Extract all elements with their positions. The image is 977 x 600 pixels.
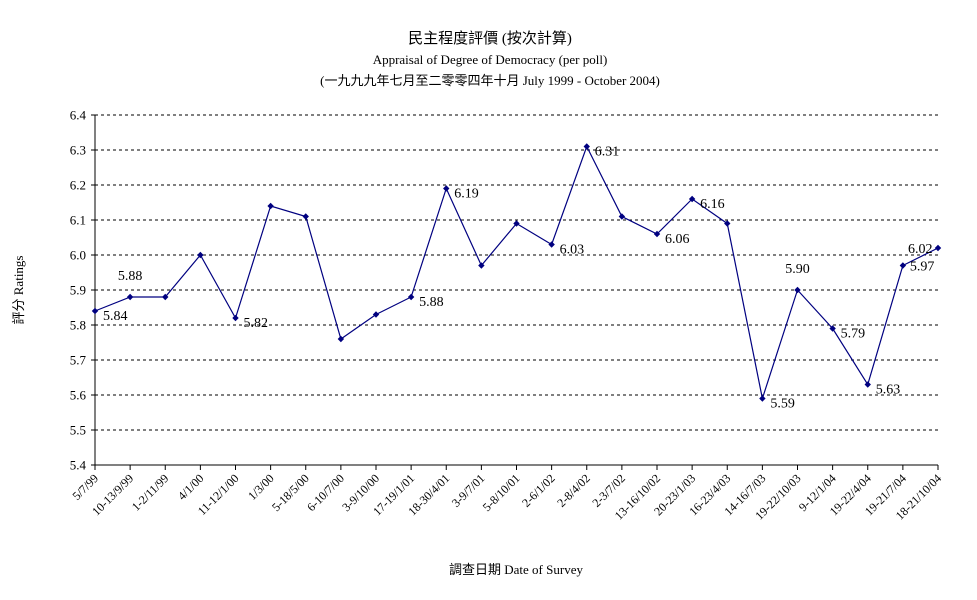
data-point: [197, 251, 204, 259]
x-tick-label: 1-2/11/99: [129, 471, 172, 514]
data-point: [653, 230, 661, 238]
data-point: [162, 293, 169, 301]
data-label: 5.90: [785, 262, 810, 277]
data-point: [759, 395, 766, 402]
x-tick-label: 4/1/00: [175, 471, 207, 503]
data-label: 5.82: [244, 316, 269, 331]
x-tick-label: 5-18/5/00: [269, 471, 312, 514]
data-label: 6.06: [665, 232, 690, 247]
data-label: 5.59: [770, 397, 795, 412]
data-point: [548, 241, 555, 248]
gridlines: [95, 114, 938, 431]
data-point: [618, 213, 626, 220]
data-point: [513, 220, 520, 227]
data-point: [267, 202, 274, 210]
data-point: [899, 262, 907, 269]
data-label: 5.84: [103, 309, 128, 324]
data-label: 6.02: [908, 242, 933, 257]
data-point: [443, 185, 450, 192]
data-label: 5.63: [876, 383, 901, 398]
y-axis-title: 評分 Ratings: [11, 256, 26, 325]
x-tick-label: 5/7/99: [70, 471, 102, 503]
data-point: [934, 244, 942, 252]
y-tick-label: 6.4: [70, 108, 87, 123]
data-point: [794, 286, 801, 294]
data-point: [688, 195, 696, 203]
data-point: [372, 311, 380, 318]
y-tick-label: 6.0: [70, 248, 86, 263]
x-tick-label: 2-6/1/02: [519, 471, 558, 510]
y-tick-label: 6.2: [70, 178, 86, 193]
data-point: [337, 335, 345, 343]
x-tick-label: 6-10/7/00: [304, 471, 347, 514]
x-tick-label: 1/3/00: [245, 471, 277, 503]
x-tick-label: 2-8/4/02: [554, 471, 593, 510]
data-point: [583, 143, 590, 150]
y-tick-label: 6.3: [70, 143, 86, 158]
data-point: [864, 381, 871, 388]
data-label: 5.88: [118, 269, 143, 284]
y-tick-label: 5.4: [70, 458, 87, 473]
chart-title: 民主程度評價 (按次計算): [408, 29, 572, 47]
data-point: [407, 293, 415, 301]
data-label: 6.19: [454, 187, 479, 202]
y-tick-label: 5.5: [70, 423, 86, 438]
y-tick-label: 5.8: [70, 318, 86, 333]
data-point: [724, 220, 731, 227]
data-label: 6.31: [595, 145, 620, 160]
data-label: 6.16: [700, 197, 725, 212]
y-axis-ticks: 5.4 5.5 5.6 5.7 5.8 5.9 6.0 6.1 6.2 6.3 6.4: [70, 108, 95, 473]
data-label: 5.79: [841, 327, 866, 342]
data-labels: 5.84 5.88 5.82 5.88 6.19 6.03 6.31 6.06 6.16 5.59…: [103, 145, 934, 412]
data-point: [829, 325, 836, 332]
y-tick-label: 5.7: [70, 353, 87, 368]
data-point: [91, 307, 99, 315]
data-label: 5.97: [910, 260, 935, 275]
data-point: [126, 293, 134, 301]
data-label: 6.03: [560, 243, 585, 258]
series-ratings: [91, 143, 942, 402]
x-tick-label: 5-8/10/01: [480, 471, 523, 514]
y-tick-label: 5.6: [70, 388, 87, 403]
data-label: 5.88: [419, 295, 444, 310]
y-tick-label: 6.1: [70, 213, 86, 228]
data-point: [302, 213, 309, 220]
series-line: [94, 144, 939, 401]
chart-subtitle-1: Appraisal of Degree of Democracy (per po…: [373, 52, 608, 67]
x-axis-title: 調查日期 Date of Survey: [449, 562, 583, 577]
data-point: [478, 262, 485, 269]
data-point: [232, 314, 239, 322]
y-tick-label: 5.9: [70, 283, 86, 298]
chart-subtitle-2: (一九九九年七月至二零零四年十月 July 1999 - October 200…: [320, 73, 660, 88]
